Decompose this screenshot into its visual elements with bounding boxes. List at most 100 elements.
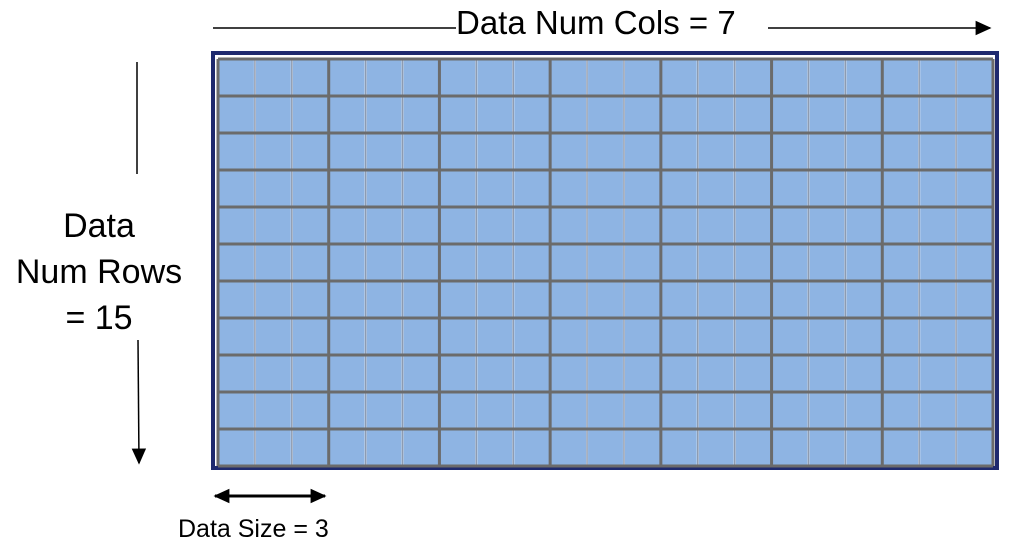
grid-cell: [957, 393, 992, 428]
grid-cell: [255, 134, 291, 169]
grid-cell: [624, 282, 660, 317]
grid-cell: [551, 134, 587, 169]
grid-cell: [588, 393, 623, 428]
grid-cell: [440, 430, 476, 465]
grid-cell: [514, 319, 550, 354]
grid-cell: [588, 356, 623, 391]
grid-cell: [440, 60, 476, 95]
grid-cell: [551, 282, 587, 317]
grid-cell: [366, 393, 402, 428]
grid-cell: [883, 430, 919, 465]
grid-cell: [809, 208, 845, 243]
grid-cell: [920, 430, 956, 465]
grid-cell: [624, 97, 660, 132]
grid-cell: [588, 282, 623, 317]
grid-cell: [366, 282, 402, 317]
grid-cell: [735, 171, 771, 206]
grid-cell: [846, 393, 882, 428]
grid-cell: [698, 171, 734, 206]
grid-cell: [624, 245, 660, 280]
grid-cell: [809, 356, 845, 391]
grid-cell: [329, 356, 365, 391]
grid-cell: [957, 245, 992, 280]
grid-cell: [772, 319, 808, 354]
grid-cell: [883, 282, 919, 317]
grid-cell: [292, 393, 328, 428]
grid-cell: [403, 393, 439, 428]
grid-cell: [883, 97, 919, 132]
grid-cell: [219, 60, 254, 95]
grid-cell: [514, 97, 550, 132]
grid-cell: [329, 282, 365, 317]
grid-cell: [329, 208, 365, 243]
grid-cell: [366, 171, 402, 206]
grid-cell: [735, 282, 771, 317]
grid-cell: [735, 430, 771, 465]
grid-cell: [255, 393, 291, 428]
grid-cell: [551, 171, 587, 206]
grid-cell: [366, 356, 402, 391]
num-cols-label: Data Num Cols = 7: [456, 4, 736, 41]
grid-cell: [255, 356, 291, 391]
grid-cell: [440, 245, 476, 280]
grid-cell: [440, 393, 476, 428]
grid-cell: [772, 245, 808, 280]
grid-cell: [329, 430, 365, 465]
grid-cell: [477, 282, 513, 317]
grid-cell: [292, 60, 328, 95]
grid-cell: [514, 430, 550, 465]
grid-cell: [292, 319, 328, 354]
grid-cell: [551, 319, 587, 354]
grid-cell: [809, 282, 845, 317]
grid-cell: [219, 282, 254, 317]
grid-cell: [219, 245, 254, 280]
grid-cell: [255, 430, 291, 465]
grid-cell: [588, 430, 623, 465]
grid-cell: [846, 319, 882, 354]
grid-cell: [920, 393, 956, 428]
grid-cell: [846, 282, 882, 317]
grid-cell: [255, 60, 291, 95]
grid-cell: [920, 356, 956, 391]
grid-cell: [514, 282, 550, 317]
grid-cell: [255, 245, 291, 280]
grid-cell: [403, 245, 439, 280]
grid-cell: [661, 245, 697, 280]
grid-cell: [957, 60, 992, 95]
grid-cell: [624, 208, 660, 243]
grid-cell: [772, 393, 808, 428]
grid-cell: [846, 171, 882, 206]
grid-cell: [477, 245, 513, 280]
grid-cell: [219, 134, 254, 169]
grid-cell: [403, 319, 439, 354]
grid-cell: [588, 208, 623, 243]
grid-cell: [440, 97, 476, 132]
grid-cell: [255, 171, 291, 206]
grid-cell: [698, 134, 734, 169]
grid-cell: [698, 430, 734, 465]
grid-cell: [846, 134, 882, 169]
grid-cell: [588, 134, 623, 169]
grid-cell: [809, 134, 845, 169]
grid-cell: [698, 60, 734, 95]
grid-cell: [255, 282, 291, 317]
grid-cell: [514, 356, 550, 391]
grid-cell: [329, 60, 365, 95]
data-grid: [211, 51, 999, 470]
num-rows-label: Data Num Rows = 15: [0, 203, 198, 341]
grid-cell: [698, 245, 734, 280]
grid-cell: [551, 97, 587, 132]
grid-cell: [735, 319, 771, 354]
grid-cell: [883, 134, 919, 169]
grid-cell: [624, 60, 660, 95]
grid-cell: [551, 60, 587, 95]
grid-cell: [957, 319, 992, 354]
grid-cell: [219, 171, 254, 206]
grid-cell: [920, 245, 956, 280]
grid-cell: [735, 245, 771, 280]
grid-cell: [846, 356, 882, 391]
grid-cell: [698, 356, 734, 391]
grid-cell: [698, 393, 734, 428]
grid-cell: [366, 245, 402, 280]
grid-cell: [735, 356, 771, 391]
